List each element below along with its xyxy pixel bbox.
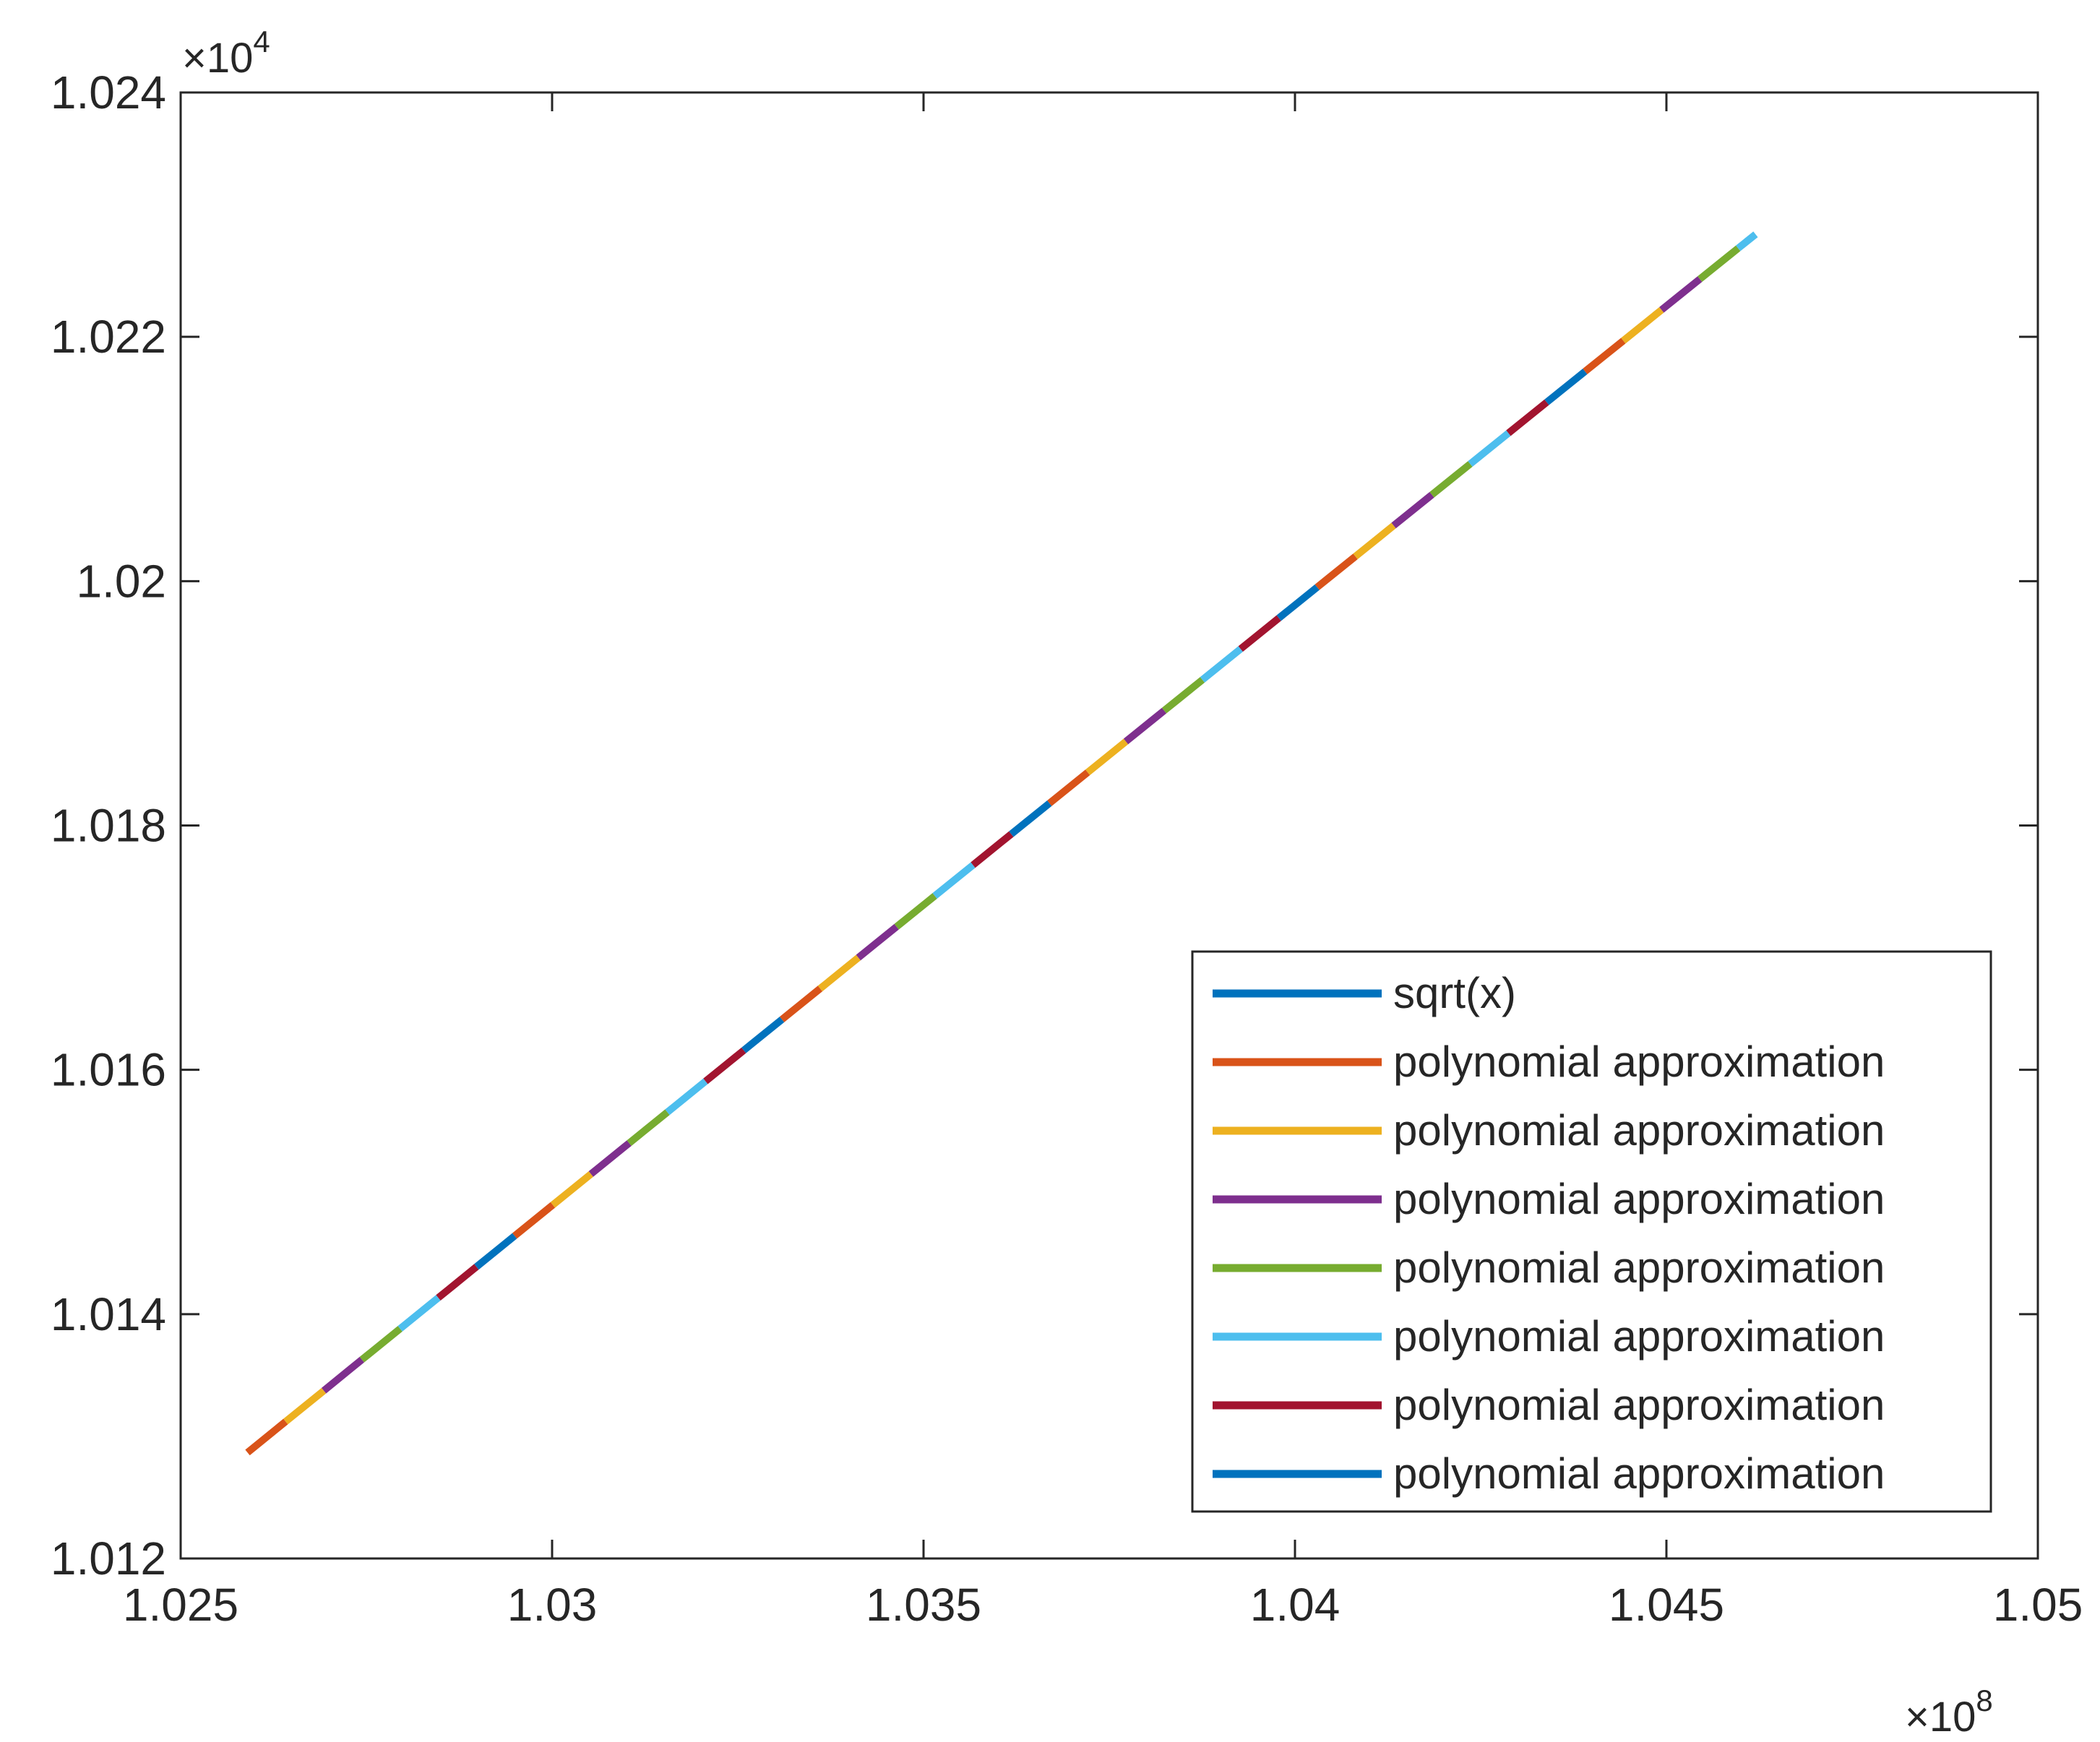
legend-label: polynomial approximation (1393, 1038, 1885, 1086)
x-tick-label: 1.03 (507, 1579, 598, 1631)
y-tick-label: 1.022 (51, 311, 166, 363)
legend-label: polynomial approximation (1393, 1106, 1885, 1155)
series-line (245, 231, 1758, 1456)
legend-label: polynomial approximation (1393, 1243, 1885, 1292)
legend-label: sqrt(x) (1393, 969, 1516, 1017)
series-line (245, 231, 1758, 1456)
x-tick-label: 1.045 (1609, 1579, 1724, 1631)
legend-label: polynomial approximation (1393, 1449, 1885, 1498)
y-exponent-power: 4 (253, 25, 270, 59)
x-exponent-power: 8 (1976, 1683, 1992, 1717)
plot-lines (245, 231, 1758, 1456)
legend-label: polynomial approximation (1393, 1381, 1885, 1429)
y-tick-label: 1.018 (51, 800, 166, 852)
series-line (245, 231, 1758, 1456)
legend-label: polynomial approximation (1393, 1175, 1885, 1223)
x-exponent-label: ×108 (1905, 1683, 1993, 1741)
x-tick-label: 1.025 (123, 1579, 238, 1631)
x-tick-label: 1.05 (1993, 1579, 2083, 1631)
legend-box (1191, 950, 1992, 1513)
axis-exponents: ×104 ×108 (182, 25, 1993, 1741)
y-tick-label: 1.012 (51, 1532, 166, 1584)
x-tick-label: 1.04 (1250, 1579, 1341, 1631)
legend: sqrt(x) polynomial approximation polynomia… (1191, 950, 1992, 1513)
y-tick-label: 1.02 (76, 555, 166, 607)
y-exponent-label: ×104 (182, 25, 270, 82)
x-tick-label: 1.035 (866, 1579, 981, 1631)
y-tick-label: 1.016 (51, 1044, 166, 1096)
y-tick-label: 1.014 (51, 1288, 166, 1340)
legend-label: polynomial approximation (1393, 1312, 1885, 1361)
y-tick-label: 1.024 (51, 66, 166, 118)
tick-labels: 1.025 1.03 1.035 1.04 1.045 1.05 1.012 1.014 1.0… (51, 66, 2083, 1631)
